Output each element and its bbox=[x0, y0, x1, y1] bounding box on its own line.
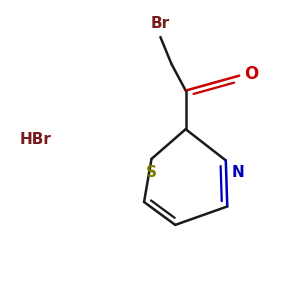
Text: N: N bbox=[231, 165, 244, 180]
Text: HBr: HBr bbox=[20, 132, 52, 147]
Text: S: S bbox=[146, 165, 157, 180]
Text: O: O bbox=[244, 65, 258, 83]
Text: Br: Br bbox=[151, 16, 170, 31]
